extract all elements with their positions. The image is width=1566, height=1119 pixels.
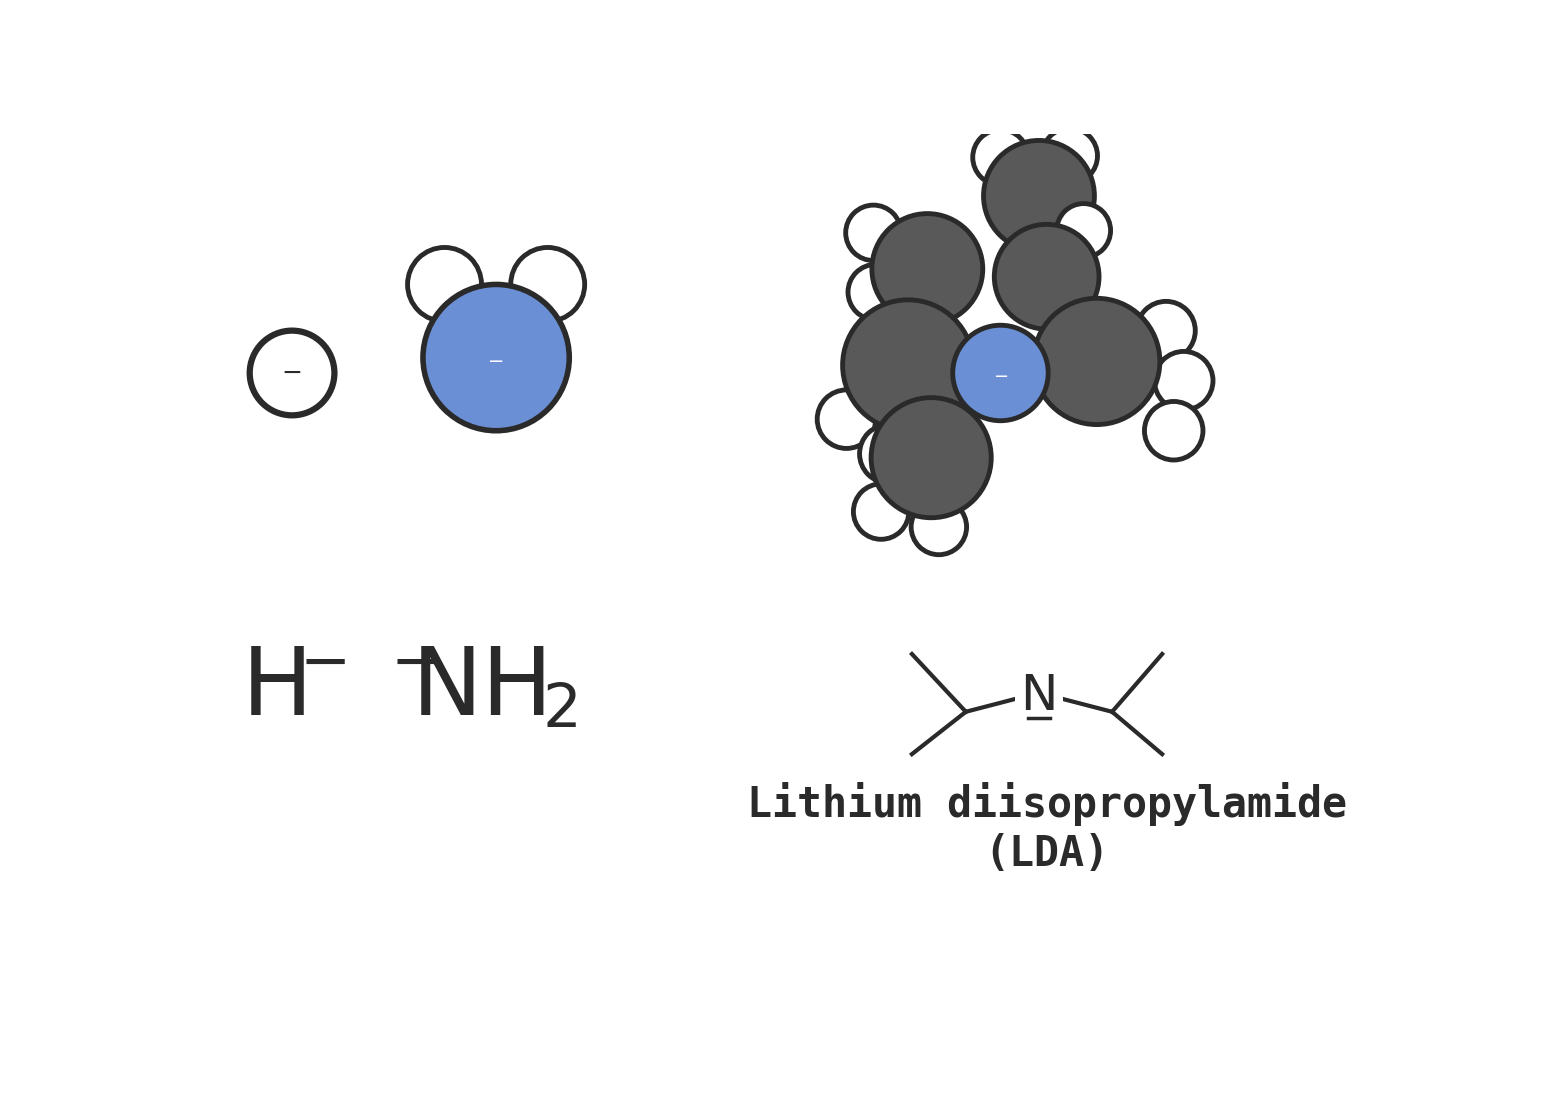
Circle shape [846,205,900,261]
Circle shape [1057,204,1110,257]
Text: −: − [299,634,351,694]
Text: −: − [489,352,504,370]
Text: −: − [282,361,302,385]
Text: Lithium diisopropylamide: Lithium diisopropylamide [747,782,1347,826]
Circle shape [423,284,570,431]
Circle shape [1034,299,1160,424]
Circle shape [1041,128,1098,184]
Circle shape [843,300,974,431]
Circle shape [994,225,1099,329]
Text: NH: NH [412,642,554,735]
Text: (LDA): (LDA) [983,834,1109,875]
Circle shape [983,141,1095,252]
Circle shape [849,264,904,320]
Text: 2: 2 [542,680,581,740]
Circle shape [1154,351,1214,410]
Circle shape [872,214,983,325]
Circle shape [511,247,584,321]
Text: H: H [243,642,313,735]
Text: N: N [1021,673,1057,721]
Circle shape [911,499,966,555]
Circle shape [853,483,908,539]
Text: −: − [993,368,1009,386]
Text: −: − [390,634,442,694]
Circle shape [407,247,481,321]
Circle shape [1145,402,1203,460]
Circle shape [860,424,918,483]
Circle shape [972,130,1029,185]
Circle shape [952,326,1048,421]
Circle shape [871,397,991,518]
Circle shape [817,389,875,449]
Circle shape [249,330,335,415]
Circle shape [1137,301,1195,360]
